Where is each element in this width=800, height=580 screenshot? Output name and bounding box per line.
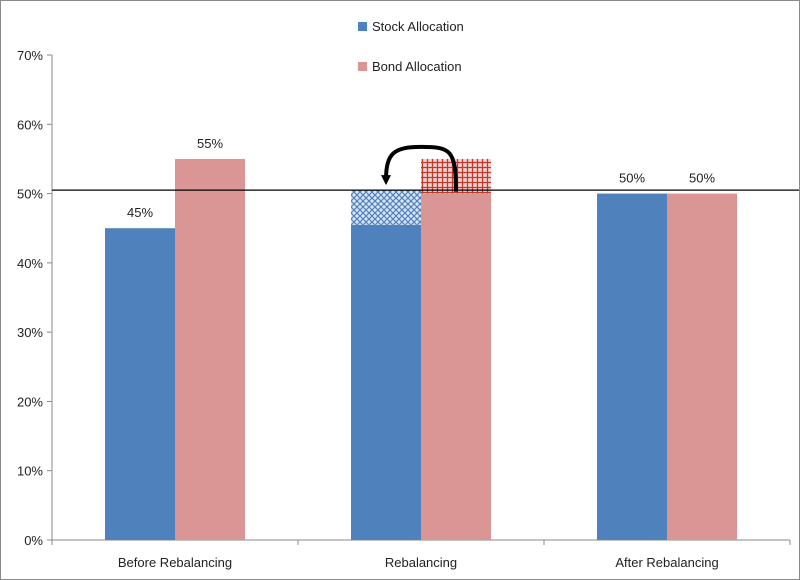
legend-swatch: [358, 22, 367, 31]
y-tick-label: 50%: [17, 187, 43, 202]
data-label: 55%: [197, 136, 223, 151]
bar-stock: [351, 224, 421, 540]
legend-swatch: [358, 62, 367, 71]
y-tick-label: 70%: [17, 48, 43, 63]
axes: 0% 10% 20% 30% 40% 50% 60% 70% Before Rebalancin…: [17, 48, 791, 570]
x-tick-label: Rebalancing: [385, 555, 457, 570]
data-label: 45%: [127, 205, 153, 220]
bar-bond: [667, 193, 737, 541]
legend-label: Stock Allocation: [372, 19, 464, 34]
data-labels: 45% 55% 50% 50%: [127, 136, 715, 220]
bars: [105, 158, 737, 541]
y-tick-label: 60%: [17, 117, 43, 132]
x-tick-label: After Rebalancing: [615, 555, 718, 570]
stock-gap-pattern: [351, 190, 421, 225]
rebalancing-overlay: [52, 144, 800, 225]
bar-bond: [175, 158, 245, 540]
y-tick-label: 20%: [17, 394, 43, 409]
legend: Stock Allocation Bond Allocation: [358, 19, 464, 74]
legend-label: Bond Allocation: [372, 59, 462, 74]
data-label: 50%: [619, 171, 645, 186]
curved-arrow-icon: [381, 144, 458, 192]
bar-stock: [105, 228, 175, 540]
data-label: 50%: [689, 171, 715, 186]
x-tick-label: Before Rebalancing: [118, 555, 232, 570]
y-tick-label: 10%: [17, 464, 43, 479]
bar-bond: [421, 193, 491, 541]
bar-stock: [597, 193, 667, 541]
y-tick-label: 40%: [17, 256, 43, 271]
y-tick-label: 30%: [17, 325, 43, 340]
y-tick-label: 0%: [24, 533, 43, 548]
